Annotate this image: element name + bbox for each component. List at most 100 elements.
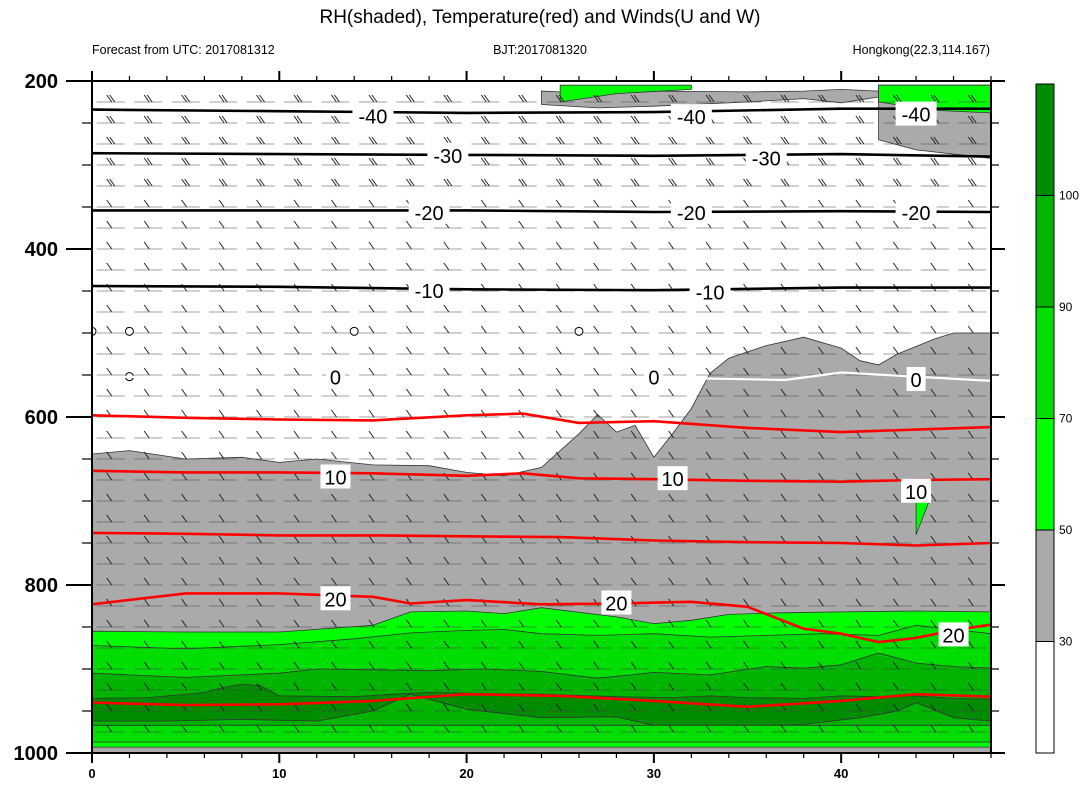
wind-barb [284,241,313,250]
wind-barb [658,661,687,670]
wind-barb [321,157,350,166]
wind-barb [696,157,725,166]
wind-barb [733,451,762,460]
wind-barb [471,514,500,523]
wind-barb [883,241,912,250]
wind-barb [546,325,575,334]
wind-barb [920,430,949,439]
wind-barb [920,661,949,670]
wind-barb [770,136,799,145]
colorbar-swatch [1035,83,1055,196]
wind-barb [733,682,762,691]
wind-barb [696,577,725,586]
wind-barb [770,640,799,649]
wind-barb [770,346,799,355]
wind-barb [621,199,650,208]
wind-barb [171,598,200,607]
wind-barb [845,493,874,502]
wind-barb [321,493,350,502]
wind-barb [546,451,575,460]
wind-barb [96,640,125,649]
wind-barb [134,115,163,124]
wind-barb [246,556,275,565]
wind-barb [433,325,462,334]
contour-label-20: 20 [320,586,351,611]
contour-label-20: 20 [601,590,632,615]
wind-barb [508,262,537,271]
wind-barb [134,304,163,313]
wind-barb [96,472,125,481]
wind-barb [358,220,387,229]
wind-barb [171,157,200,166]
wind-barb [358,136,387,145]
rh-shading-layer [92,84,991,753]
wind-barb [246,388,275,397]
contour-label-text: 20 [605,593,627,615]
wind-barb [845,514,874,523]
contour-label-text: 0 [911,370,922,392]
wind-barb [358,388,387,397]
wind-barb [621,409,650,418]
wind-barb [396,724,425,733]
wind-barb [171,220,200,229]
wind-barb [583,220,612,229]
wind-barb [246,241,275,250]
wind-barb [171,325,200,334]
wind-barb [808,703,837,712]
wind-barb [621,157,650,166]
wind-barb [433,661,462,670]
wind-barb [433,640,462,649]
wind-barb [284,724,313,733]
wind-barb [321,619,350,628]
wind-barb [845,136,874,145]
wind-barb [658,178,687,187]
wind-barb [209,367,238,376]
wind-barb [958,682,987,691]
wind-barb [96,451,125,460]
wind-barb [96,703,125,712]
wind-barb [209,430,238,439]
wind-barb [471,136,500,145]
wind-barb [845,178,874,187]
wind-barb [920,514,949,523]
wind-barb [134,157,163,166]
wind-barb [770,661,799,670]
wind-barb [583,640,612,649]
contour-labels-layer: -40 -40 -40 -30 -30 -20 -20 -20 -10 -10 0 0 0 10 10 10 2… [320,101,969,647]
wind-barb [246,514,275,523]
wind-barb [583,262,612,271]
wind-barb [171,724,200,733]
wind-barb [658,619,687,628]
wind-barb [770,493,799,502]
wind-barb [733,493,762,502]
wind-barb [808,640,837,649]
wind-barb [209,556,238,565]
wind-barb [546,577,575,586]
wind-barb [546,640,575,649]
wind-barb [696,409,725,418]
wind-barb [134,556,163,565]
wind-barbs-layer [92,94,987,733]
wind-barb [883,220,912,229]
wind-barb [246,661,275,670]
wind-barb [134,241,163,250]
wind-barb [808,682,837,691]
wind-barb [845,682,874,691]
wind-barb [96,157,125,166]
wind-barb [284,430,313,439]
wind-barb [770,241,799,250]
wind-barb [433,178,462,187]
wind-barb [883,409,912,418]
wind-barb [770,430,799,439]
wind-barb [471,724,500,733]
contour-label-text: 20 [942,625,964,647]
wind-barb [658,220,687,229]
wind-barb [246,220,275,229]
wind-barb [658,94,687,103]
wind-barb [696,430,725,439]
contour-label-0: 0 [906,367,926,392]
wind-barb [958,724,987,733]
wind-barb [96,178,125,187]
wind-barb [621,178,650,187]
wind-barb [920,409,949,418]
